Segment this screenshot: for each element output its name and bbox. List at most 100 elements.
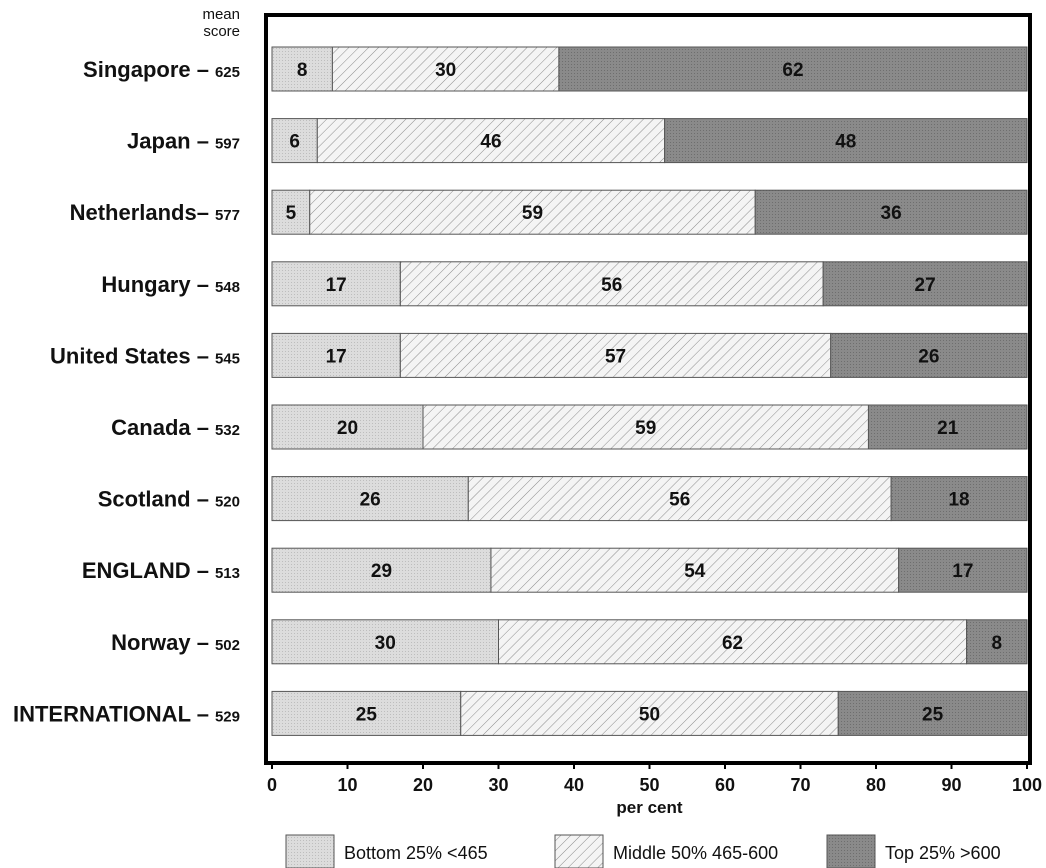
bar-value-label: 56 <box>669 490 690 511</box>
bar-value-label: 54 <box>684 561 706 582</box>
category-name: Norway – <box>111 630 209 655</box>
legend-item: Middle 50% 465-600 <box>554 834 778 868</box>
category-label: Singapore – 625 <box>83 57 240 82</box>
bar-value-label: 5 <box>286 203 297 224</box>
bar-segment <box>558 46 1028 92</box>
category-label: Netherlands– 577 <box>70 200 240 225</box>
x-tick-label: 90 <box>941 775 961 795</box>
x-tick-label: 60 <box>715 775 735 795</box>
category-name: Netherlands– <box>70 200 209 225</box>
mean-score-value: 529 <box>215 708 240 725</box>
mean-score-value: 532 <box>215 422 240 439</box>
legend-label: Middle 50% 465-600 <box>613 843 778 863</box>
x-tick-label: 0 <box>267 775 277 795</box>
category-label: Hungary – 548 <box>101 272 240 297</box>
category-label: Scotland – 520 <box>98 487 240 512</box>
bar-value-label: 59 <box>635 418 656 439</box>
bar-value-label: 8 <box>297 60 308 81</box>
bar-value-label: 56 <box>601 275 622 296</box>
bar-segment <box>271 332 401 378</box>
mean-score-value: 513 <box>215 565 240 582</box>
bar-value-label: 62 <box>782 60 803 81</box>
bar-value-label: 25 <box>922 704 944 725</box>
x-tick-label: 70 <box>790 775 810 795</box>
legend-swatch <box>285 834 335 868</box>
bar-segment <box>830 332 1028 378</box>
bar-value-label: 25 <box>356 704 378 725</box>
legend-item: Bottom 25% <465 <box>285 834 488 868</box>
bar-value-label: 20 <box>337 418 358 439</box>
x-tick-label: 80 <box>866 775 886 795</box>
bar-value-label: 59 <box>522 203 543 224</box>
bar-value-label: 46 <box>480 132 501 153</box>
bar-segment <box>966 619 1028 665</box>
bar-value-label: 50 <box>639 704 660 725</box>
mean-score-value: 577 <box>215 207 240 224</box>
bar-segment <box>271 619 499 665</box>
bar-value-label: 57 <box>605 346 626 367</box>
mean-score-value: 548 <box>215 279 240 296</box>
bar-segment <box>271 46 333 92</box>
bar-segment <box>331 46 560 92</box>
x-tick-label: 100 <box>1012 775 1042 795</box>
bar-segment <box>490 547 900 593</box>
bar-segment <box>271 547 492 593</box>
category-name: INTERNATIONAL – <box>13 701 209 726</box>
bar-value-label: 18 <box>948 490 969 511</box>
category-name: Hungary – <box>101 272 209 297</box>
bar-value-label: 17 <box>326 275 347 296</box>
bar-segment <box>837 690 1028 736</box>
bar-segment <box>271 404 424 450</box>
bar-value-label: 17 <box>326 346 347 367</box>
bar-value-label: 6 <box>289 132 300 153</box>
bar-segment <box>422 404 869 450</box>
category-label: INTERNATIONAL – 529 <box>13 701 240 726</box>
plot-frame <box>264 13 1032 765</box>
category-label: United States – 545 <box>50 343 240 368</box>
bar-segment <box>754 189 1028 235</box>
bar-segment <box>271 476 469 522</box>
bar-value-label: 30 <box>435 60 456 81</box>
mean-score-value: 545 <box>215 350 240 367</box>
category-name: Singapore – <box>83 57 209 82</box>
bar-segment <box>271 189 311 235</box>
legend-swatch <box>554 834 604 868</box>
x-tick-label: 50 <box>639 775 659 795</box>
bar-segment <box>399 332 832 378</box>
category-name: ENGLAND – <box>82 558 209 583</box>
mean-score-header: score <box>203 23 240 40</box>
bar-segment <box>316 118 666 164</box>
bar-segment <box>309 189 756 235</box>
bar-value-label: 27 <box>915 275 936 296</box>
bar-segment <box>898 547 1028 593</box>
mean-score-value: 502 <box>215 637 240 654</box>
x-tick-label: 30 <box>488 775 508 795</box>
bar-value-label: 26 <box>918 346 939 367</box>
bar-value-label: 8 <box>992 633 1003 654</box>
bar-value-label: 62 <box>722 633 743 654</box>
mean-score-value: 625 <box>215 64 240 81</box>
x-tick-label: 20 <box>413 775 433 795</box>
category-name: Canada – <box>111 415 209 440</box>
bar-value-label: 48 <box>835 132 856 153</box>
bar-value-label: 17 <box>952 561 973 582</box>
legend-label: Bottom 25% <465 <box>344 843 488 863</box>
mean-score-value: 597 <box>215 136 240 153</box>
bar-segment <box>867 404 1028 450</box>
legend-label: Top 25% >600 <box>885 843 1001 863</box>
category-name: Japan – <box>127 129 209 154</box>
bar-value-label: 29 <box>371 561 392 582</box>
x-axis-title: per cent <box>616 798 682 817</box>
category-label: Japan – 597 <box>127 129 240 154</box>
mean-score-header: mean <box>202 6 240 23</box>
x-tick-label: 40 <box>564 775 584 795</box>
category-name: Scotland – <box>98 487 209 512</box>
bar-segment <box>271 690 462 736</box>
bar-value-label: 36 <box>881 203 902 224</box>
category-label: Norway – 502 <box>111 630 240 655</box>
legend-item: Top 25% >600 <box>826 834 1001 868</box>
bar-segment <box>467 476 892 522</box>
bar-segment <box>822 261 1028 307</box>
mean-score-value: 520 <box>215 494 240 511</box>
